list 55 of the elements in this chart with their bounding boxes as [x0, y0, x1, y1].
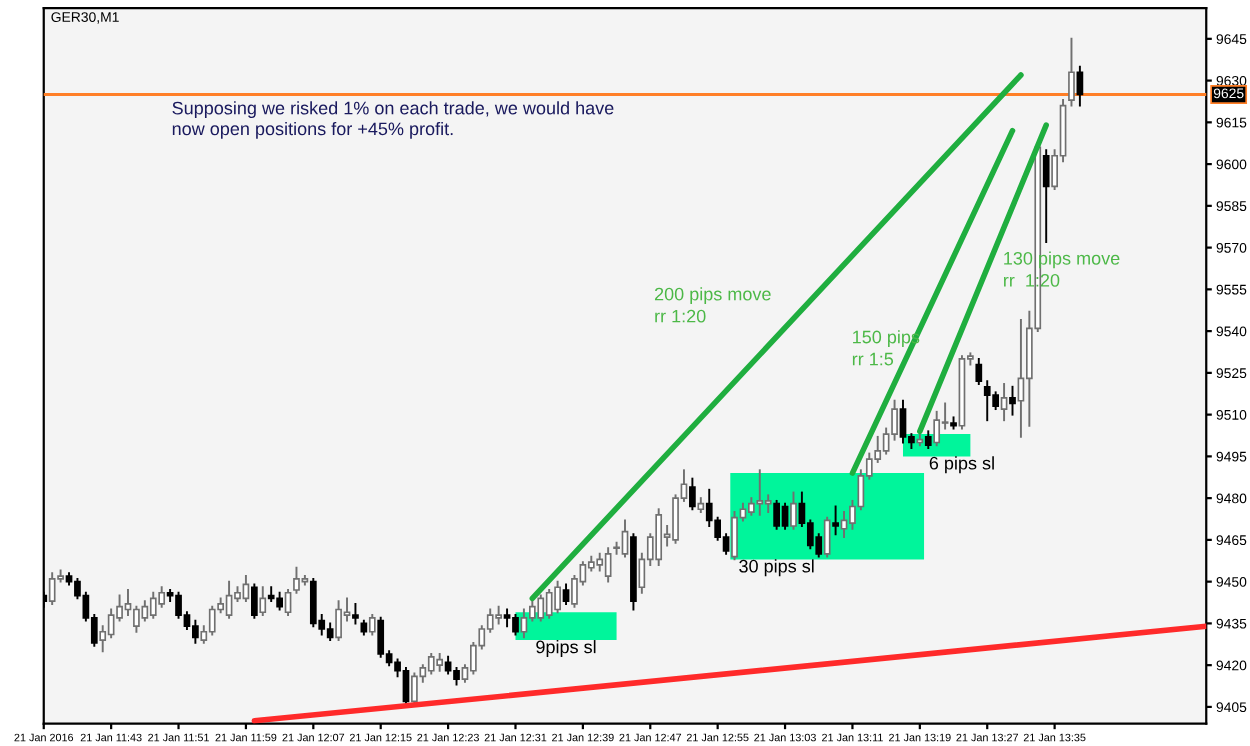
candlestick — [149, 591, 157, 619]
candlestick — [604, 547, 612, 583]
candlestick — [411, 672, 418, 706]
candlestick — [377, 616, 385, 658]
candlestick — [133, 605, 140, 633]
candlestick — [192, 619, 199, 644]
candlestick — [107, 608, 115, 639]
annotation: 200 pips move rr 1:20 — [654, 287, 771, 323]
candlestick — [284, 589, 292, 617]
candlestick — [141, 600, 149, 622]
candlestick — [823, 516, 831, 558]
candlestick — [781, 502, 789, 530]
candlestick — [293, 566, 300, 594]
candlestick — [933, 410, 941, 447]
candlestick — [225, 580, 233, 619]
candlestick — [621, 519, 629, 558]
candlestick — [773, 499, 780, 530]
candlestick — [562, 583, 570, 605]
candlestick — [208, 605, 216, 636]
candlestick — [48, 572, 56, 605]
annotation: 30 pips sl — [739, 559, 814, 577]
candlestick — [790, 491, 797, 530]
candlestick — [1009, 385, 1016, 416]
candlestick — [402, 666, 410, 706]
candlestick — [983, 380, 991, 422]
candlestick — [1017, 319, 1025, 438]
candlestick — [689, 477, 696, 511]
candlestick — [520, 608, 528, 639]
candlestick — [427, 653, 435, 675]
annotation: 6 pips sl — [929, 456, 994, 474]
candlestick — [1000, 383, 1008, 422]
candlestick — [545, 589, 553, 619]
candlestick — [537, 594, 545, 622]
candlestick — [335, 600, 342, 642]
candlestick — [899, 399, 907, 444]
candlestick — [655, 508, 663, 566]
candlestick — [175, 591, 182, 619]
annotation: Supposing we risked 1% on each trade, we would have now open positions for +45% profit. — [172, 101, 614, 139]
candlestick — [832, 505, 839, 536]
candlestick — [1068, 37, 1075, 107]
candlestick — [250, 583, 258, 619]
candlestick — [259, 586, 267, 617]
candlestick — [309, 577, 317, 628]
annotation: 9pips sl — [536, 640, 596, 657]
candlestick — [352, 602, 359, 625]
candlestick — [554, 580, 561, 614]
candlestick — [840, 511, 848, 539]
candlestick — [368, 614, 376, 636]
candlestick — [1076, 65, 1084, 107]
candlestick — [756, 469, 764, 516]
candlestick — [1042, 149, 1050, 244]
candlestick — [512, 614, 519, 636]
candlestick — [731, 511, 738, 561]
candlestick — [975, 357, 983, 385]
candlestick — [158, 586, 166, 608]
